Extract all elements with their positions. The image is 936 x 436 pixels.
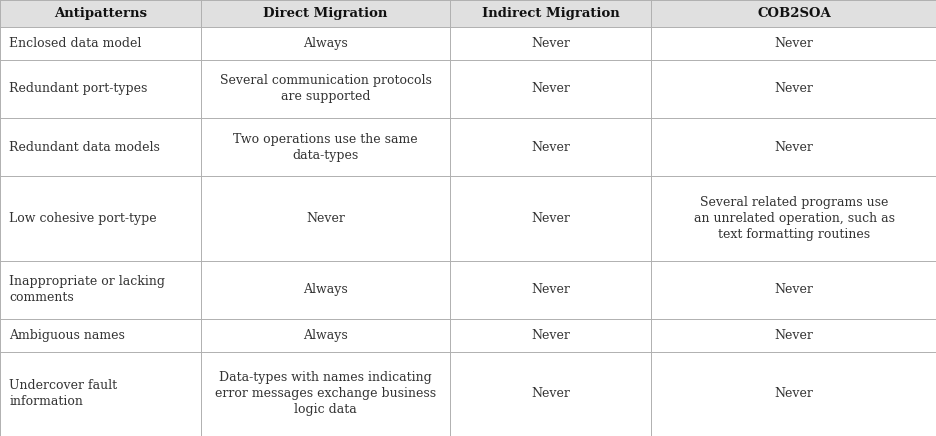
Text: Redundant data models: Redundant data models [9, 141, 160, 153]
Text: Never: Never [531, 387, 569, 400]
Bar [201, 261, 449, 319]
Text: Redundant port-types: Redundant port-types [9, 82, 148, 95]
Bar [449, 118, 651, 176]
Text: Direct Migration: Direct Migration [263, 7, 388, 20]
Text: Two operations use the same
data-types: Two operations use the same data-types [233, 133, 417, 162]
Bar [0, 0, 201, 27]
Text: Always: Always [303, 283, 347, 296]
Bar [651, 176, 936, 261]
Text: Antipatterns: Antipatterns [54, 7, 147, 20]
Bar [449, 261, 651, 319]
Bar [0, 319, 201, 351]
Text: Ambiguous names: Ambiguous names [9, 329, 125, 342]
Bar [0, 351, 201, 436]
Bar [0, 118, 201, 176]
Bar [201, 176, 449, 261]
Bar [0, 59, 201, 118]
Text: Data-types with names indicating
error messages exchange business
logic data: Data-types with names indicating error m… [215, 371, 435, 416]
Text: Never: Never [531, 82, 569, 95]
Bar [449, 351, 651, 436]
Text: Several related programs use
an unrelated operation, such as
text formatting rou: Several related programs use an unrelate… [693, 196, 894, 241]
Text: Indirect Migration: Indirect Migration [481, 7, 619, 20]
Text: Never: Never [774, 283, 812, 296]
Bar [651, 261, 936, 319]
Bar [449, 176, 651, 261]
Bar [449, 27, 651, 59]
Bar [449, 319, 651, 351]
Bar [0, 261, 201, 319]
Bar [449, 0, 651, 27]
Text: Several communication protocols
are supported: Several communication protocols are supp… [219, 74, 431, 103]
Bar [201, 118, 449, 176]
Bar [201, 0, 449, 27]
Text: Never: Never [531, 212, 569, 225]
Text: Never: Never [774, 82, 812, 95]
Bar [201, 319, 449, 351]
Bar [201, 27, 449, 59]
Text: Never: Never [774, 329, 812, 342]
Text: Enclosed data model: Enclosed data model [9, 37, 141, 50]
Bar [201, 59, 449, 118]
Text: COB2SOA: COB2SOA [756, 7, 830, 20]
Text: Undercover fault
information: Undercover fault information [9, 379, 117, 408]
Text: Always: Always [303, 37, 347, 50]
Text: Never: Never [774, 37, 812, 50]
Bar [651, 118, 936, 176]
Bar [651, 319, 936, 351]
Bar [651, 27, 936, 59]
Text: Never: Never [531, 141, 569, 153]
Bar [449, 59, 651, 118]
Text: Low cohesive port-type: Low cohesive port-type [9, 212, 157, 225]
Text: Never: Never [774, 387, 812, 400]
Bar [651, 59, 936, 118]
Bar [0, 27, 201, 59]
Text: Never: Never [774, 141, 812, 153]
Text: Always: Always [303, 329, 347, 342]
Text: Never: Never [531, 283, 569, 296]
Text: Inappropriate or lacking
comments: Inappropriate or lacking comments [9, 276, 165, 304]
Text: Never: Never [531, 37, 569, 50]
Bar [651, 0, 936, 27]
Text: Never: Never [306, 212, 344, 225]
Text: Never: Never [531, 329, 569, 342]
Bar [0, 176, 201, 261]
Bar [651, 351, 936, 436]
Bar [201, 351, 449, 436]
